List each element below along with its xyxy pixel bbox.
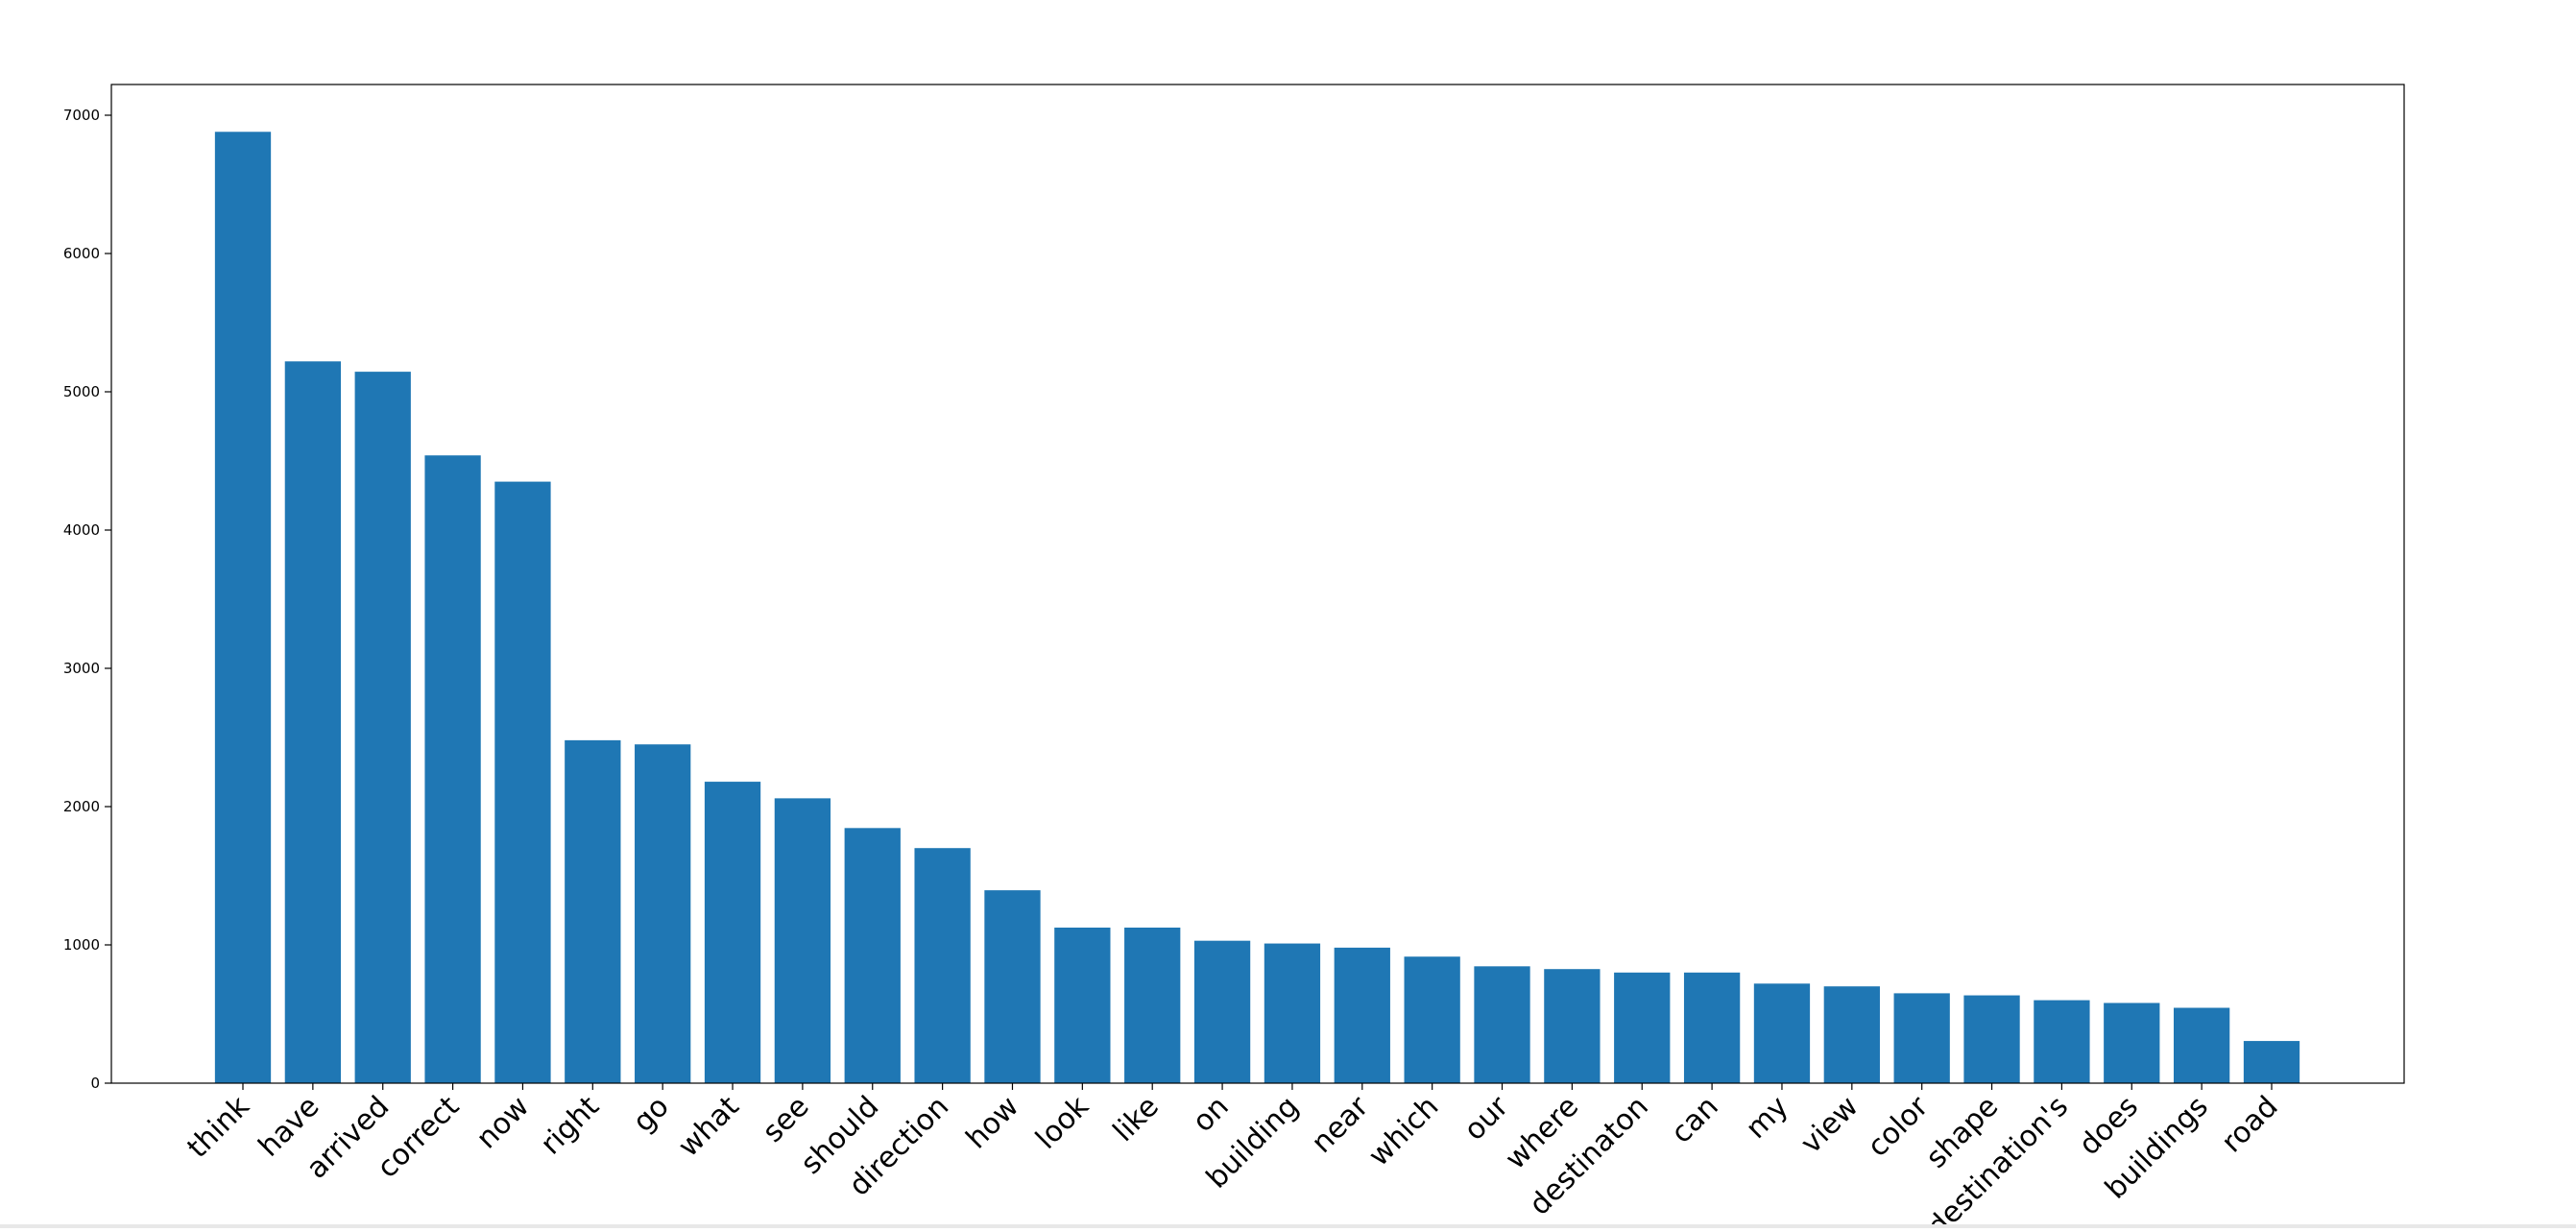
y-tick-label: 6000 [63, 245, 100, 262]
x-tick-label: right [534, 1090, 606, 1162]
x-tick-label: go [627, 1090, 676, 1139]
y-tick-label: 3000 [63, 660, 100, 677]
bar-buildings [2173, 1007, 2230, 1083]
y-tick-label: 4000 [63, 521, 100, 539]
x-tick-label: what [672, 1090, 746, 1164]
bar-have [284, 361, 342, 1083]
y-tick-label: 0 [90, 1075, 100, 1092]
x-tick-label: look [1029, 1089, 1095, 1155]
bar-see [774, 798, 831, 1083]
bar-road [2243, 1041, 2300, 1083]
x-tick-label: which [1362, 1090, 1446, 1173]
x-tick-label: now [470, 1090, 537, 1156]
x-tick-label: can [1665, 1090, 1725, 1150]
x-tick-label: my [1740, 1090, 1795, 1146]
bar-on [1193, 940, 1251, 1083]
bar-my [1753, 983, 1811, 1083]
bottom-edge [0, 1224, 2576, 1228]
bar-color [1893, 993, 1950, 1083]
bar-destinaton [1614, 972, 1671, 1083]
x-tick-label: view [1794, 1090, 1866, 1161]
bar-what [704, 782, 761, 1083]
y-tick-label: 1000 [63, 936, 100, 954]
bar-which [1404, 956, 1460, 1083]
y-tick-label: 2000 [63, 798, 100, 815]
bar-destination's [2034, 1000, 2090, 1083]
bar-does [2104, 1003, 2160, 1083]
bar-correct [424, 455, 481, 1083]
bar-direction [914, 848, 971, 1083]
x-tick-label: think [181, 1089, 257, 1165]
x-tick-label: on [1187, 1090, 1236, 1139]
bar-how [984, 890, 1041, 1083]
x-tick-label: our [1457, 1089, 1515, 1147]
bar-near [1334, 947, 1390, 1083]
bar-our [1474, 966, 1530, 1083]
bars-group [214, 132, 2300, 1084]
bar-should [844, 828, 901, 1083]
x-tick-label: road [2215, 1090, 2284, 1159]
bar-where [1544, 969, 1601, 1083]
bar-view [1823, 986, 1880, 1083]
bar-can [1683, 972, 1741, 1083]
bar-right [565, 739, 621, 1083]
y-axis: 0 1000 2000 3000 4000 5000 6000 7000 [63, 107, 111, 1092]
bar-now [494, 481, 551, 1084]
plot-frame [110, 84, 2405, 1084]
y-tick-label: 5000 [63, 383, 100, 400]
bar-look [1054, 928, 1111, 1083]
bar-shape [1963, 995, 2020, 1083]
bar-like [1124, 928, 1181, 1083]
bar-think [214, 132, 272, 1083]
bar-go [635, 744, 691, 1083]
bar-arrived [354, 372, 411, 1083]
x-tick-label: like [1107, 1090, 1166, 1148]
y-tick-label: 7000 [63, 107, 100, 124]
x-tick-label: see [757, 1090, 816, 1149]
bar-building [1264, 943, 1321, 1083]
x-tick-label: how [960, 1090, 1026, 1156]
